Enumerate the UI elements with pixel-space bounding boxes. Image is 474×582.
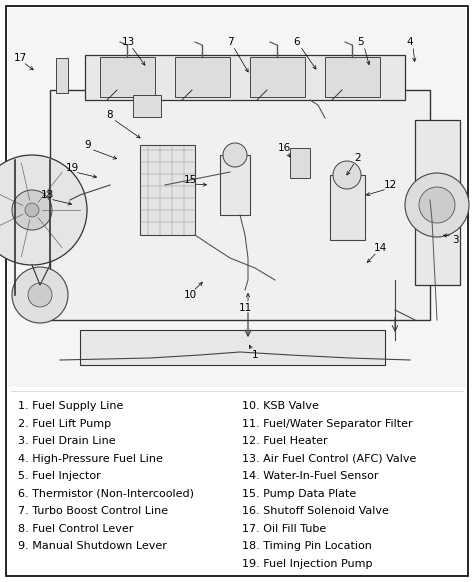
Circle shape [12, 267, 68, 323]
Bar [8, 8, 466, 387]
Text: 11. Fuel/Water Separator Filter: 11. Fuel/Water Separator Filter [242, 419, 413, 429]
Text: 9. Manual Shutdown Lever: 9. Manual Shutdown Lever [18, 541, 167, 551]
Text: 3. Fuel Drain Line: 3. Fuel Drain Line [18, 436, 116, 446]
Bar [80, 330, 385, 365]
Bar [50, 90, 430, 320]
Text: 3: 3 [452, 235, 458, 245]
Bar [85, 55, 405, 100]
Circle shape [419, 187, 455, 223]
Text: 16. Shutoff Solenoid Valve: 16. Shutoff Solenoid Valve [242, 506, 389, 516]
Text: 17: 17 [13, 53, 27, 63]
Bar [330, 175, 365, 240]
Circle shape [223, 143, 247, 167]
Text: 18. Timing Pin Location: 18. Timing Pin Location [242, 541, 372, 551]
Text: 16: 16 [277, 143, 291, 153]
Bar [220, 155, 250, 215]
Circle shape [333, 161, 361, 189]
Text: 13. Air Fuel Control (AFC) Valve: 13. Air Fuel Control (AFC) Valve [242, 454, 416, 464]
Text: 19. Fuel Injection Pump: 19. Fuel Injection Pump [242, 559, 373, 569]
Bar [325, 57, 380, 97]
Text: 19: 19 [65, 163, 79, 173]
Text: 12: 12 [383, 180, 397, 190]
Text: 1. Fuel Supply Line: 1. Fuel Supply Line [18, 401, 123, 411]
Text: 17. Oil Fill Tube: 17. Oil Fill Tube [242, 524, 326, 534]
Bar [175, 57, 230, 97]
Bar [133, 95, 161, 117]
Circle shape [25, 203, 39, 217]
Circle shape [0, 155, 87, 265]
Circle shape [28, 283, 52, 307]
Text: 7. Turbo Boost Control Line: 7. Turbo Boost Control Line [18, 506, 168, 516]
Text: 2: 2 [355, 153, 361, 163]
Text: 13: 13 [121, 37, 135, 47]
Text: 10: 10 [183, 290, 197, 300]
Text: 12. Fuel Heater: 12. Fuel Heater [242, 436, 328, 446]
Text: 14. Water-In-Fuel Sensor: 14. Water-In-Fuel Sensor [242, 471, 379, 481]
Bar [415, 120, 460, 285]
Circle shape [12, 190, 52, 230]
Bar [250, 57, 305, 97]
Text: 1: 1 [252, 350, 258, 360]
Text: 8: 8 [107, 110, 113, 120]
Text: 2. Fuel Lift Pump: 2. Fuel Lift Pump [18, 419, 111, 429]
Bar [290, 148, 310, 178]
Text: 6. Thermistor (Non-Intercooled): 6. Thermistor (Non-Intercooled) [18, 489, 194, 499]
Bar [100, 57, 155, 97]
Text: 4. High-Pressure Fuel Line: 4. High-Pressure Fuel Line [18, 454, 163, 464]
Text: 14: 14 [374, 243, 387, 253]
Text: 4: 4 [407, 37, 413, 47]
Bar [140, 145, 195, 235]
Text: 5. Fuel Injector: 5. Fuel Injector [18, 471, 101, 481]
Text: 6: 6 [294, 37, 301, 47]
Text: 8. Fuel Control Lever: 8. Fuel Control Lever [18, 524, 133, 534]
Text: 5: 5 [358, 37, 365, 47]
Bar [56, 58, 68, 93]
Text: 15. Pump Data Plate: 15. Pump Data Plate [242, 489, 356, 499]
Text: 11: 11 [238, 303, 252, 313]
Text: 9: 9 [85, 140, 91, 150]
Circle shape [405, 173, 469, 237]
Text: 10. KSB Valve: 10. KSB Valve [242, 401, 319, 411]
Text: 15: 15 [183, 175, 197, 185]
Text: 18: 18 [40, 190, 54, 200]
Text: 7: 7 [227, 37, 233, 47]
